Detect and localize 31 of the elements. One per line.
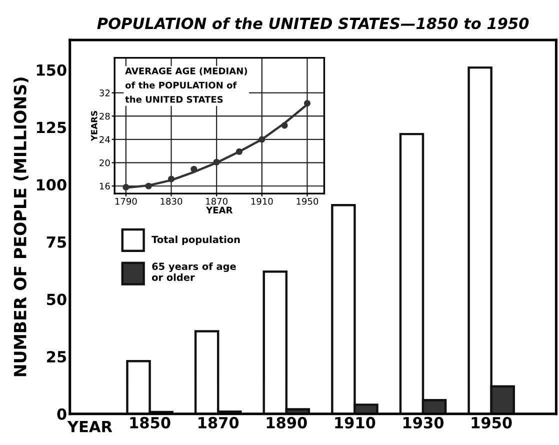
x-tick-label: 1870 <box>198 416 239 428</box>
x-tick-label: 1950 <box>296 198 318 205</box>
y-tick-label: 50 <box>47 294 66 306</box>
y-tick-label: 25 <box>47 350 66 363</box>
text: AVERAGE AGE (MEDIAN) of the POPULATION of the UNITED STATES <box>125 67 247 103</box>
x-tick-label: 1910 <box>251 198 273 205</box>
y-tick-label: 75 <box>46 236 66 248</box>
y-tick-label: 24 <box>100 136 110 143</box>
x-tick-label: 1910 <box>335 416 376 428</box>
legend-label: 65 years of age or older <box>152 262 236 281</box>
x-tick-label: 1830 <box>160 198 182 205</box>
y-tick-label: 32 <box>100 90 110 96</box>
y-tick-label: 0 <box>57 408 66 420</box>
x-tick-label: 1930 <box>403 416 444 428</box>
x-axis-title: YEAR <box>67 421 112 432</box>
x-axis-title: YEAR <box>206 206 233 214</box>
y-axis-title: YEARS <box>91 111 98 142</box>
y-tick-label: 100 <box>36 178 66 191</box>
x-tick-label: 1870 <box>206 198 228 205</box>
chart-title: POPULATION of the UNITED STATES—1850 to 1950 <box>97 17 529 30</box>
x-tick-label: 1950 <box>472 416 512 428</box>
y-tick-label: 125 <box>36 122 66 134</box>
y-tick-label: 20 <box>100 159 110 166</box>
x-tick-label: 1850 <box>130 416 170 428</box>
y-axis-title: NUMBER OF PEOPLE (MILLIONS) <box>14 78 28 376</box>
y-tick-label: 150 <box>36 64 66 76</box>
legend-label: Total population <box>152 236 240 246</box>
y-tick-label: 16 <box>100 182 110 190</box>
x-tick-label: 1890 <box>266 416 307 428</box>
x-tick-label: 1790 <box>115 198 137 205</box>
y-tick-label: 28 <box>100 112 110 120</box>
